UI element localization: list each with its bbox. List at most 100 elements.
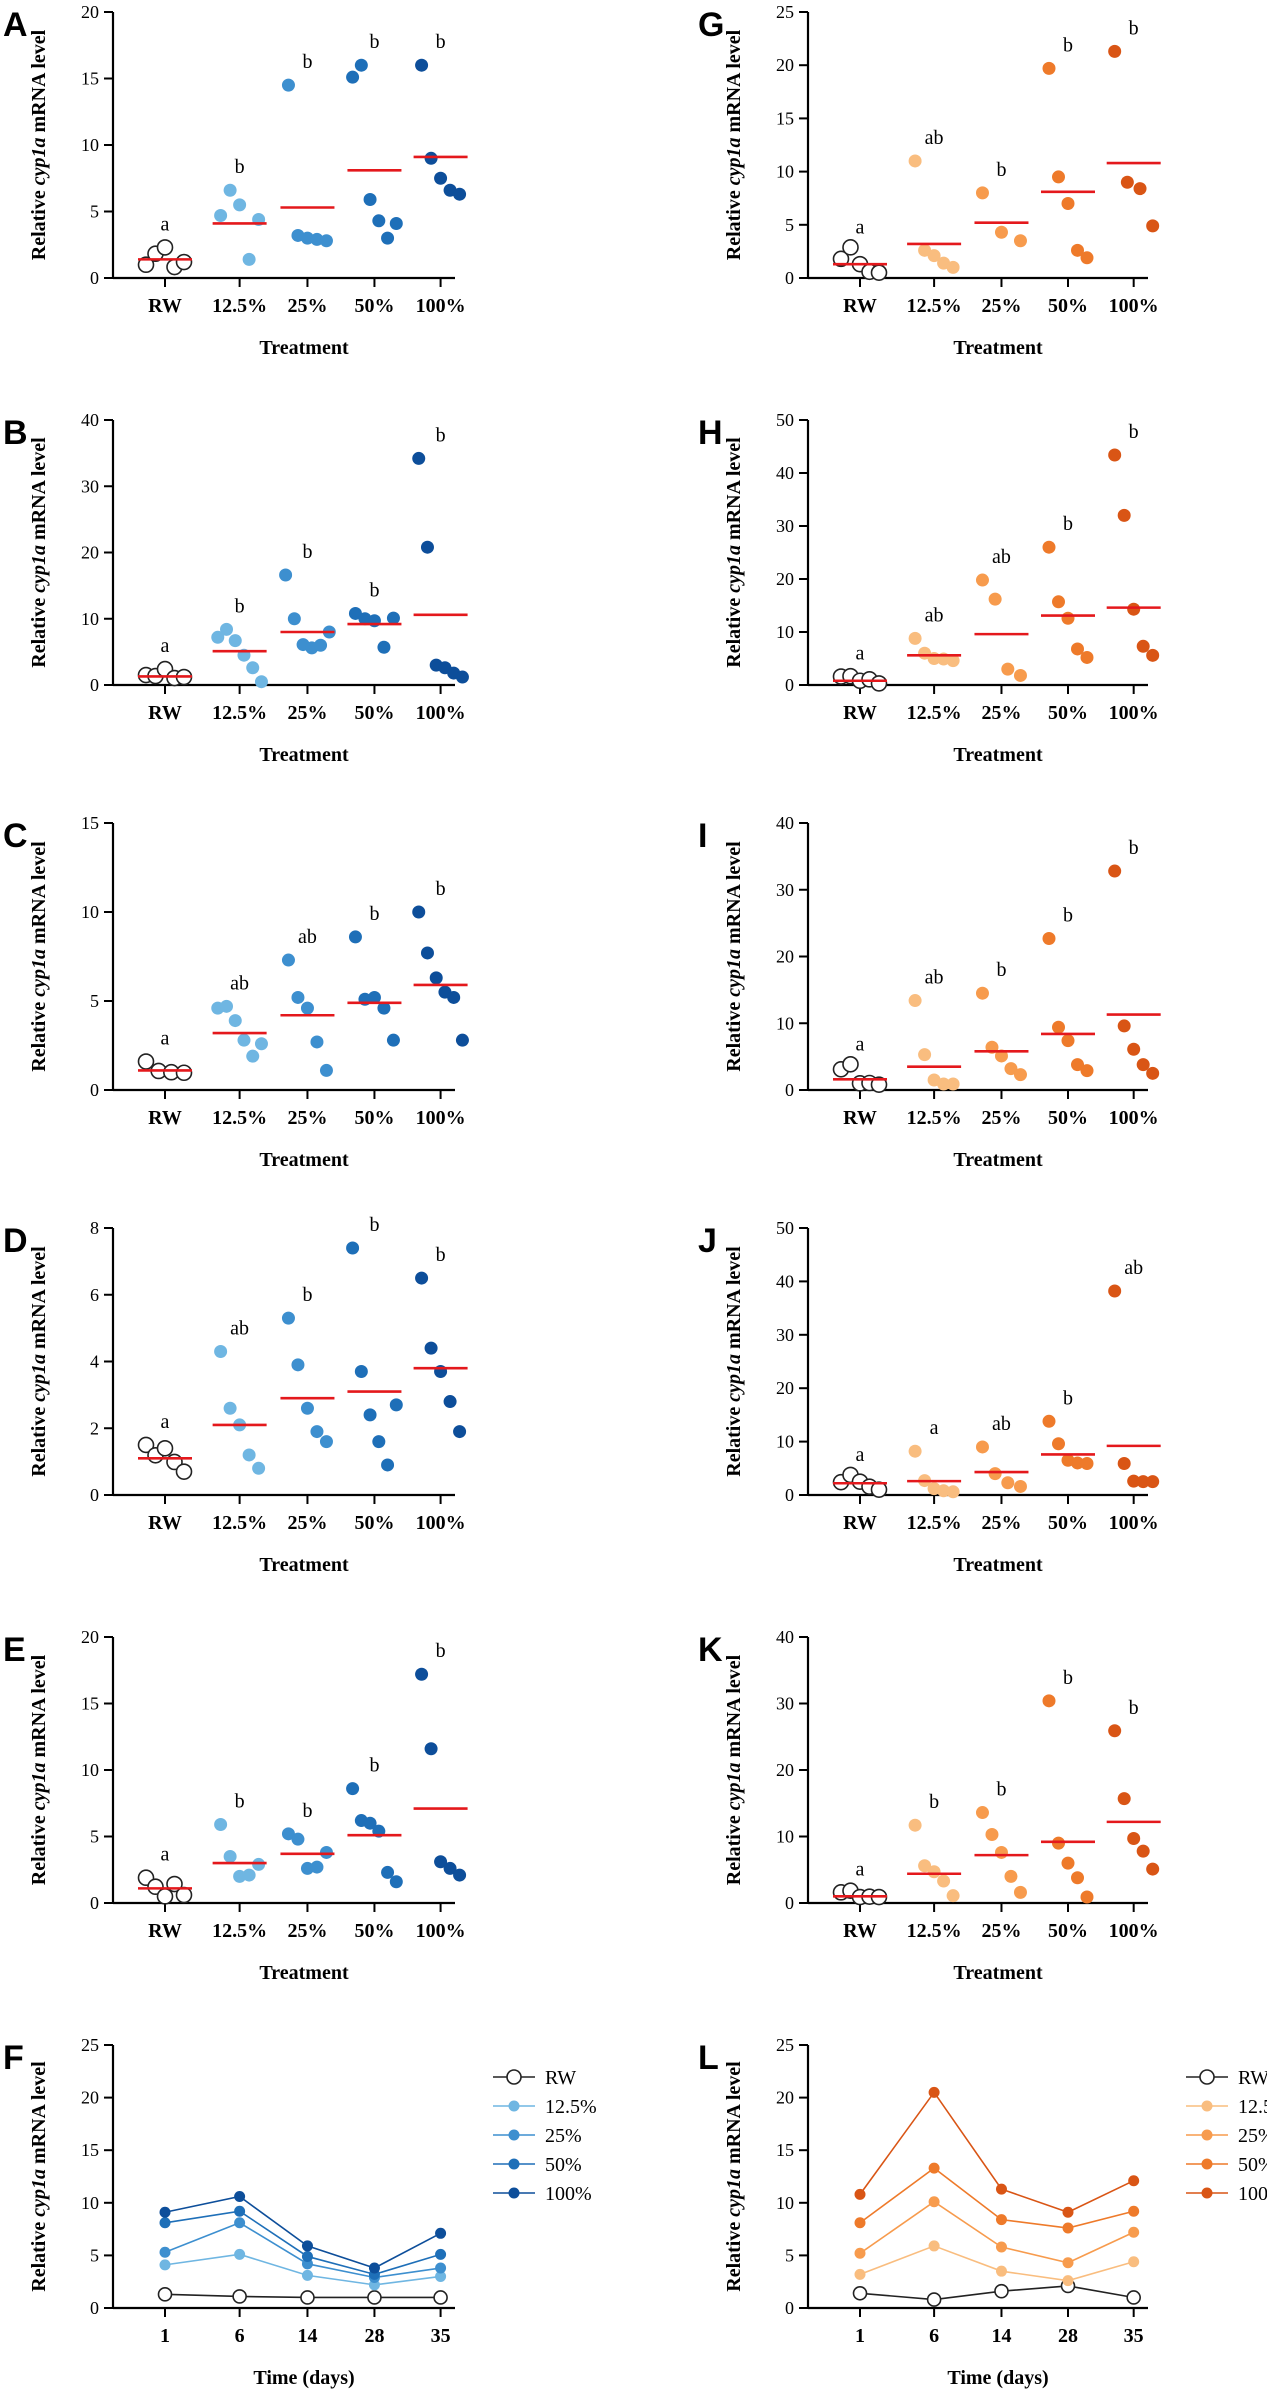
data-point-50% [363,1408,377,1422]
line-point-rw [1126,2290,1141,2305]
panel-I: I 0 10 20 30 40 Relative cyp1a mRNA level RW 12.… [698,813,1161,1171]
legend-label-50%: 50% [545,2154,582,2176]
data-point-12.5% [223,183,237,197]
x-tick-label: 14 [297,2325,317,2347]
panel-C: C 0 5 10 15 Relative cyp1a mRNA level RW 12.5% 2… [3,813,469,1171]
data-point-50% [389,1398,403,1412]
data-point-25% [994,225,1008,239]
data-point-50% [386,1033,400,1047]
x-tick-label: 50% [1048,1920,1088,1942]
data-point-50% [1080,1064,1094,1078]
x-tick-label: 25% [287,702,327,724]
data-point-100% [1127,1831,1141,1845]
y-axis-title-suffix: mRNA level [723,437,745,545]
legend-label-RW: RW [545,2067,576,2089]
x-tick-label: RW [148,702,182,724]
y-tick-label: 5 [90,2245,99,2265]
data-point-100% [1117,1792,1131,1806]
data-point-12.5% [233,1869,247,1883]
significance-letter: ab [230,1317,249,1339]
data-point-rw [842,239,859,256]
significance-letter: b [369,31,379,53]
data-point-25% [291,1358,305,1372]
data-point-25% [300,1861,314,1875]
x-axis-title-L: Time (days) [947,2367,1048,2389]
x-tick-label: 28 [364,2325,384,2347]
y-axis-title-suffix: mRNA level [28,1654,50,1762]
data-point-100% [1146,1475,1160,1489]
significance-letter: b [302,1284,312,1306]
data-point-50% [1052,1836,1065,1850]
y-tick-label: 30 [776,1694,794,1714]
y-tick-label: 40 [776,813,794,833]
legend-marker-50% [1201,2158,1213,2170]
y-tick-label: 50 [776,1218,794,1238]
line-point-12.5% [854,2268,866,2280]
data-point-12.5% [918,243,932,257]
significance-letter: b [302,541,312,563]
data-point-12.5% [946,260,960,274]
data-point-100% [1146,648,1160,662]
data-point-12.5% [233,198,247,212]
y-tick-label: 20 [81,543,99,563]
data-point-rw [156,1439,174,1457]
data-point-12.5% [946,1889,960,1903]
x-tick-label: 25% [981,1107,1021,1129]
y-tick-label: 15 [81,813,99,833]
y-tick-label: 8 [90,1218,99,1238]
data-point-25% [988,1467,1002,1481]
data-point-50% [1061,1034,1075,1048]
x-tick-label: RW [843,295,877,317]
significance-letter: b [235,1791,245,1813]
data-point-25% [300,1001,314,1015]
data-point-12.5% [237,1033,251,1047]
significance-letter: ab [298,926,317,948]
legend-marker-25% [508,2129,520,2141]
significance-letter: a [856,1858,865,1880]
data-point-50% [1080,650,1094,664]
y-axis-title-B: Relative cyp1a mRNA level [28,437,50,668]
significance-letter: a [161,1844,170,1866]
y-axis-title-suffix: mRNA level [28,1246,50,1354]
x-tick-label: 12.5% [212,1107,267,1129]
data-point-12.5% [927,1865,941,1879]
data-point-12.5% [220,999,234,1013]
data-point-25% [291,1832,305,1846]
y-axis-title-gene: cyp1a [723,545,745,593]
data-point-rw [137,256,155,274]
data-point-50% [346,1782,360,1796]
significance-letter: ab [1124,1257,1143,1279]
line-point-50% [234,2205,246,2217]
legend-label-100%: 100% [545,2183,592,2205]
y-tick-label: 10 [81,609,99,629]
data-point-100% [1127,602,1141,616]
data-point-100% [1146,1862,1160,1876]
data-point-25% [281,1311,295,1325]
y-tick-label: 0 [785,268,794,288]
data-point-12.5% [946,654,960,668]
data-point-25% [310,1425,324,1439]
data-point-12.5% [252,1461,266,1475]
data-point-12.5% [254,675,268,689]
y-tick-label: 5 [90,202,99,222]
y-tick-label: 15 [81,1694,99,1714]
data-point-50% [1071,243,1084,257]
data-point-50% [1080,1890,1094,1904]
x-tick-label: 100% [1109,295,1159,317]
data-point-25% [1001,1476,1015,1490]
legend-marker-25% [1201,2129,1213,2141]
significance-letter: a [161,213,170,235]
y-axis-title-suffix: mRNA level [723,29,745,137]
x-axis-title-C: Treatment [259,1149,349,1171]
y-tick-label: 0 [90,2298,99,2318]
data-point-25% [975,1440,989,1454]
x-axis-title-G: Treatment [953,337,1043,359]
line-point-100% [928,2086,940,2098]
x-tick-label: 12.5% [212,295,267,317]
data-point-12.5% [908,1444,922,1458]
data-point-25% [291,990,305,1004]
panel-L: L 0 5 10 15 20 25 Relative cyp1a mRNA level 1 6 14… [698,2035,1267,2389]
data-point-25% [994,1049,1008,1063]
data-point-12.5% [908,994,922,1008]
significance-letter: a [856,643,865,665]
